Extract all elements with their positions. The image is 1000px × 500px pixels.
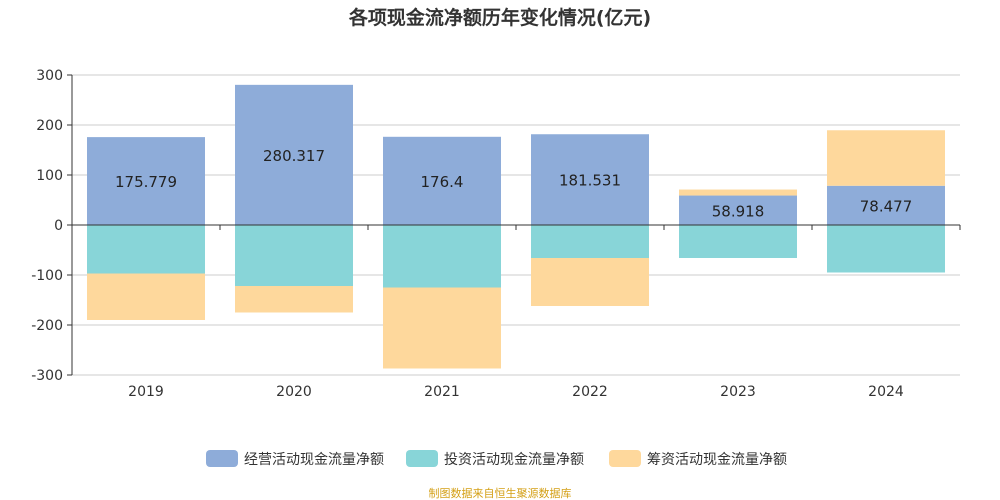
chart-title: 各项现金流净额历年变化情况(亿元) [348, 6, 651, 29]
x-tick-label: 2024 [868, 384, 904, 400]
legend-swatch [609, 450, 641, 467]
bar-segment [383, 225, 501, 288]
y-tick-label: 200 [36, 118, 63, 134]
bar-segment [827, 225, 945, 273]
legend-label: 筹资活动现金流量净额 [647, 451, 787, 468]
bar-segment [235, 225, 353, 286]
y-tick-label: 0 [54, 218, 63, 234]
bar-segment [87, 273, 205, 320]
legend-swatch [206, 450, 238, 467]
y-tick-label: 100 [36, 168, 63, 184]
bar-segment [679, 195, 797, 225]
x-tick-label: 2019 [128, 384, 164, 400]
data-label: 181.531 [559, 172, 621, 190]
source-note: 制图数据来自恒生聚源数据库 [429, 486, 572, 500]
legend-label: 经营活动现金流量净额 [244, 452, 384, 468]
data-label: 78.477 [860, 197, 913, 215]
data-label: 175.779 [115, 173, 177, 191]
x-tick-label: 2022 [572, 384, 608, 400]
legend-swatch [406, 450, 438, 467]
y-tick-label: -300 [31, 368, 63, 384]
bar-segment [531, 225, 649, 258]
bar-segment [531, 134, 649, 225]
legend-label: 投资活动现金流量净额 [444, 452, 584, 468]
x-tick-label: 2020 [276, 384, 312, 400]
bar-segment [679, 225, 797, 258]
bar-segment [383, 287, 501, 369]
data-label: 58.918 [712, 202, 765, 220]
y-tick-label: 300 [36, 68, 63, 84]
bar-segment [383, 136, 501, 225]
bar-segment [235, 286, 353, 313]
bar-segment [679, 189, 797, 196]
x-tick-label: 2021 [424, 384, 460, 400]
bar-segment [531, 258, 649, 306]
bar-segment [87, 225, 205, 274]
data-label: 176.4 [421, 173, 464, 191]
y-tick-label: -200 [31, 318, 63, 334]
data-label: 280.317 [263, 147, 325, 165]
bar-segment [87, 137, 205, 225]
bar-segment [827, 185, 945, 225]
bar-segment [827, 130, 945, 186]
bar-segment [235, 84, 353, 226]
y-tick-label: -100 [31, 268, 63, 284]
x-tick-label: 2023 [720, 384, 756, 400]
